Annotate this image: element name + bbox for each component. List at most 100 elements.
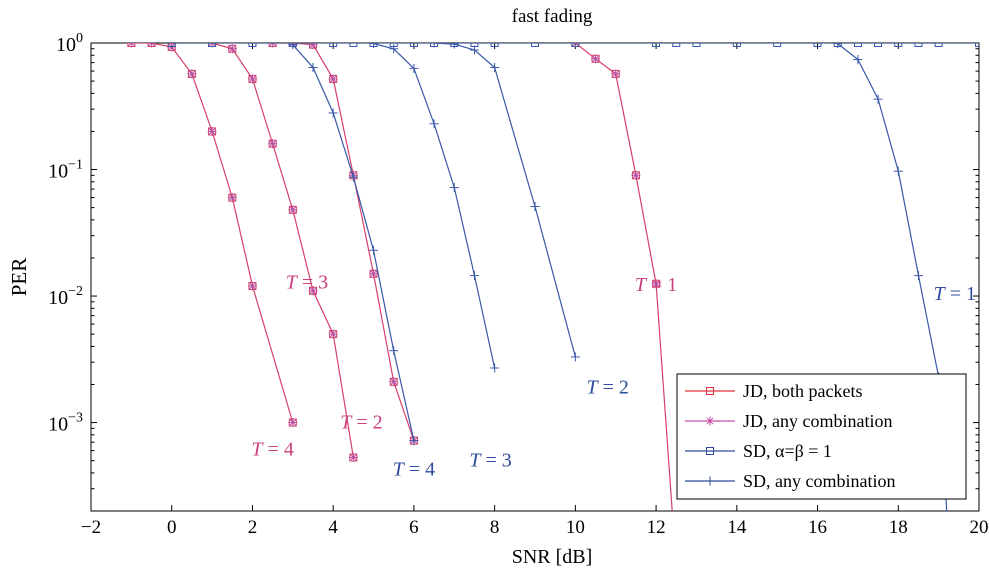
series-jd-1: [207, 43, 358, 462]
x-axis-ticks: −2 0 2 4 6 8 10 12 14 16 18 20: [81, 43, 989, 538]
x-tick-label: 12: [647, 517, 666, 538]
square-marker: [894, 43, 903, 47]
square-marker: [167, 43, 176, 47]
plus-marker: [893, 166, 903, 176]
square-marker: [470, 43, 479, 47]
curve-label: T = 1: [635, 274, 677, 296]
x-tick-label: 6: [409, 517, 419, 538]
square-marker: [773, 43, 782, 47]
plus-marker: [913, 271, 923, 281]
star-marker: [369, 269, 379, 279]
x-axis-label: SNR [dB]: [512, 546, 593, 568]
series-line: [211, 43, 354, 458]
x-tick-label: 14: [727, 517, 747, 538]
plus-marker: [873, 94, 883, 104]
square-marker: [369, 43, 378, 47]
chart-title: fast fading: [512, 6, 593, 27]
square-marker: [329, 43, 338, 47]
x-tick-label: 4: [328, 517, 338, 538]
plus-marker: [853, 55, 863, 65]
legend-entry: SD, α=β = 1: [685, 441, 832, 461]
square-marker: [652, 43, 661, 47]
square-marker: [813, 43, 822, 47]
star-marker: [207, 126, 217, 136]
square-marker: [409, 43, 418, 47]
y-tick-label: 10−3: [48, 411, 83, 436]
annotation-layer: T = 4 T = 3 T = 2 T = 4 T = 3 T = 2 T = 1 T = 1: [251, 271, 976, 480]
square-marker: [248, 43, 257, 47]
square-marker: [706, 387, 714, 395]
y-tick-label: 10−1: [48, 158, 83, 183]
plus-marker: [469, 45, 479, 55]
square-marker: [692, 43, 701, 47]
legend: JD, both packets JD, any combination SD, α…: [676, 373, 967, 500]
plus-marker: [469, 271, 479, 281]
square-marker: [349, 43, 358, 47]
square-marker: [450, 43, 459, 47]
series-jd-0: [126, 43, 298, 428]
plus-marker: [490, 63, 500, 73]
curve-label: T = 4: [251, 438, 293, 460]
star-marker: [187, 69, 197, 79]
star-marker: [288, 205, 298, 215]
plus-marker: [570, 352, 580, 362]
square-marker: [833, 43, 842, 47]
star-marker: [328, 74, 338, 84]
plus-marker: [328, 108, 338, 118]
plus-marker: [705, 476, 715, 486]
legend-label: SD, any combination: [743, 471, 895, 491]
square-marker: [288, 43, 297, 47]
plus-marker: [369, 245, 379, 255]
plus-marker: [389, 346, 399, 356]
y-axis-ticks: 100 10−1 10−2 10−3: [48, 31, 979, 512]
plus-marker: [449, 183, 459, 193]
square-marker: [531, 43, 539, 47]
star-marker: [227, 193, 237, 203]
curve-label: T = 3: [469, 449, 511, 471]
star-marker: [705, 416, 715, 426]
star-marker: [389, 377, 399, 387]
legend-label: SD, α=β = 1: [743, 441, 832, 461]
series-sd-8: [167, 43, 979, 47]
legend-entry: JD, any combination: [685, 411, 892, 431]
x-tick-label: 2: [248, 517, 258, 538]
plus-marker: [429, 119, 439, 129]
star-marker: [247, 281, 257, 291]
square-marker: [490, 43, 499, 47]
star-marker: [651, 279, 661, 289]
star-marker: [631, 170, 641, 180]
x-tick-label: 0: [167, 517, 177, 538]
star-marker: [126, 43, 136, 48]
legend-label: JD, any combination: [743, 411, 892, 431]
star-marker: [268, 43, 278, 48]
curve-label: T = 2: [586, 376, 628, 398]
legend-box: [676, 373, 967, 500]
square-marker: [389, 43, 398, 47]
star-marker: [288, 418, 298, 428]
plus-marker: [530, 202, 540, 212]
y-axis-label: PER: [7, 258, 31, 297]
star-marker: [308, 286, 318, 296]
square-marker: [853, 43, 862, 47]
plus-marker: [409, 436, 419, 446]
star-marker: [348, 452, 358, 462]
star-marker: [147, 43, 157, 48]
legend-entry: SD, any combination: [685, 471, 895, 491]
square-marker: [732, 43, 741, 47]
legend-label: JD, both packets: [743, 381, 862, 401]
star-marker: [247, 74, 257, 84]
series-sd-5: [369, 43, 500, 373]
series-sd-4: [288, 43, 419, 446]
x-tick-label: 20: [970, 517, 989, 538]
square-marker: [430, 43, 439, 47]
y-tick-label: 10−2: [48, 284, 83, 309]
curve-label: T = 1: [934, 283, 976, 305]
star-marker: [591, 54, 601, 64]
square-marker: [706, 447, 714, 455]
x-tick-label: 18: [889, 517, 908, 538]
x-tick-label: 10: [566, 517, 585, 538]
plus-marker: [389, 44, 399, 54]
star-marker: [611, 69, 621, 79]
plus-marker: [490, 363, 500, 373]
